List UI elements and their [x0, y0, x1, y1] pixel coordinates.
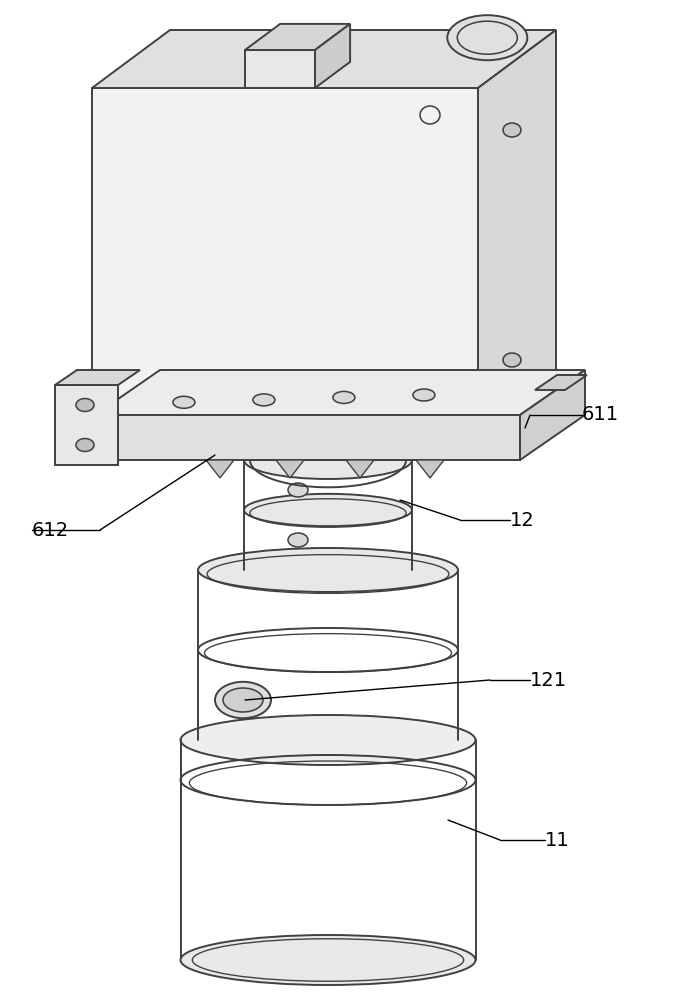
Polygon shape	[276, 460, 304, 478]
Polygon shape	[206, 460, 234, 478]
Ellipse shape	[447, 15, 528, 60]
Ellipse shape	[288, 483, 308, 497]
Ellipse shape	[244, 441, 412, 479]
Polygon shape	[92, 30, 556, 88]
Text: 612: 612	[32, 520, 69, 540]
Ellipse shape	[181, 715, 475, 765]
Ellipse shape	[253, 394, 275, 406]
Text: 611: 611	[582, 406, 619, 424]
Ellipse shape	[198, 548, 458, 592]
Ellipse shape	[76, 438, 94, 452]
Polygon shape	[245, 24, 350, 50]
Ellipse shape	[223, 688, 263, 712]
Polygon shape	[520, 370, 585, 460]
Polygon shape	[95, 370, 585, 415]
Polygon shape	[55, 370, 140, 385]
Polygon shape	[535, 375, 587, 390]
Text: 121: 121	[530, 670, 567, 690]
Polygon shape	[478, 30, 556, 428]
Polygon shape	[95, 415, 520, 460]
Ellipse shape	[288, 533, 308, 547]
Polygon shape	[416, 460, 444, 478]
Polygon shape	[92, 88, 478, 428]
Ellipse shape	[215, 682, 271, 718]
Ellipse shape	[244, 494, 412, 526]
Ellipse shape	[413, 389, 435, 401]
Ellipse shape	[76, 398, 94, 412]
Polygon shape	[346, 460, 374, 478]
Polygon shape	[245, 50, 315, 88]
Polygon shape	[55, 385, 118, 465]
Text: 11: 11	[545, 830, 570, 850]
Ellipse shape	[503, 353, 521, 367]
Ellipse shape	[173, 396, 195, 408]
Ellipse shape	[181, 935, 475, 985]
Ellipse shape	[333, 391, 355, 403]
Polygon shape	[315, 24, 350, 88]
Ellipse shape	[503, 123, 521, 137]
Text: 12: 12	[510, 510, 534, 530]
